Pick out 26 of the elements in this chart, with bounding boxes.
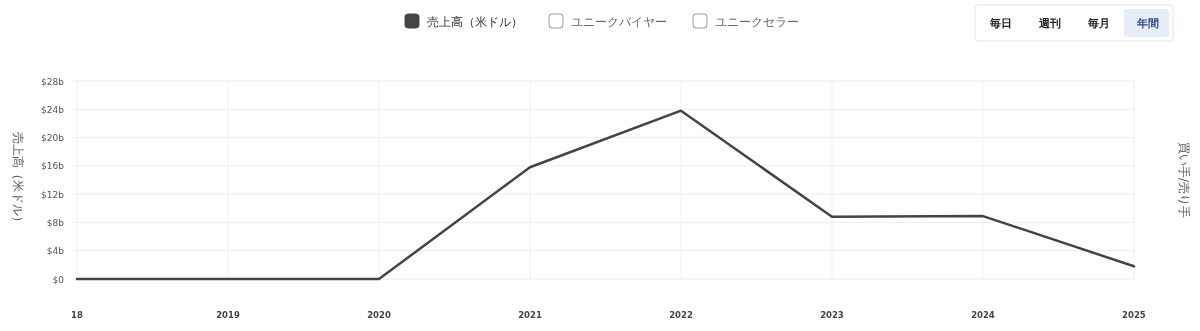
x-tick-label: 2021 (518, 310, 542, 320)
x-tick-label: 2025 (1122, 310, 1146, 320)
y-tick-label: $8b (46, 217, 65, 228)
x-tick-label: 2019 (216, 310, 240, 320)
y-tick-label: $16b (41, 161, 65, 172)
legend-label: 売上高（米ドル） (427, 15, 523, 29)
line-series (75, 109, 1136, 281)
y-tick-label: $12b (41, 189, 65, 200)
y-tick-label: $28b (41, 76, 65, 87)
y-tick-label: $4b (46, 246, 65, 257)
x-tick-label: 18 (71, 310, 83, 320)
y-axis-title: 売上高（米ドル） (11, 132, 25, 228)
x-tick-label: 2020 (367, 310, 391, 320)
legend-label: ユニークセラー (715, 15, 799, 29)
text: 年間 (1135, 17, 1159, 30)
y-tick-label: $24b (41, 104, 65, 115)
text: 週刊 (1037, 17, 1061, 30)
x-tick-label: 2024 (971, 310, 995, 320)
text: 毎月 (1086, 17, 1110, 30)
y-tick-label: $20b (41, 133, 65, 144)
legend-label: ユニークバイヤー (571, 15, 667, 29)
x-tick-label: 2023 (820, 310, 844, 320)
x-tick-label: 2022 (669, 310, 693, 320)
text: 毎日 (988, 17, 1012, 30)
y-tick-label: $0 (52, 274, 65, 285)
y2-axis-title: 買い手/売り手 (1177, 141, 1191, 219)
